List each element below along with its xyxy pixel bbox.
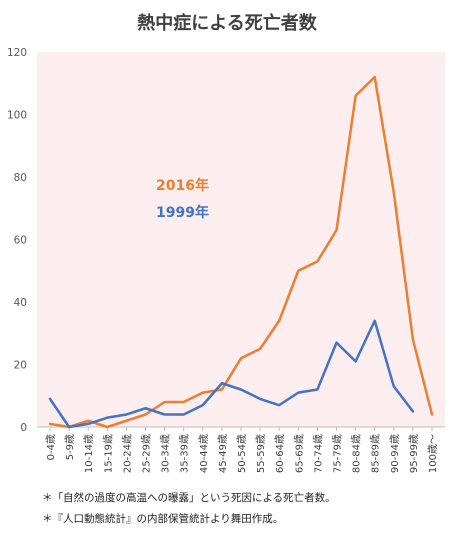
x-tick-label: 5-9歳 [64, 434, 76, 460]
legend-label-0: 2016年 [156, 177, 209, 194]
x-tick-label: 40-44歳 [198, 434, 210, 473]
y-tick-label: 20 [14, 360, 27, 372]
x-tick-label: 15-19歳 [102, 434, 114, 473]
footnote-definition: ＊「自然の過度の高温への曝露」という死因による死亡者数。 [42, 492, 336, 504]
x-tick-label: 45-49歳 [217, 434, 229, 473]
y-tick-label: 100 [7, 110, 27, 122]
x-tick-label: 60-64歳 [274, 434, 286, 473]
x-tick-label: 90-94歳 [389, 434, 401, 473]
legend-label-1: 1999年 [156, 204, 209, 221]
y-tick-label: 80 [14, 172, 27, 184]
line-chart: 熱中症による死亡者数 0 20 40 60 80 100 120 0-4歳 5-9歳 10-14… [7, 12, 445, 473]
legend: 2016年 1999年 [156, 177, 209, 221]
x-tick-label: 20-24歳 [121, 434, 133, 473]
x-tick-label: 10-14歳 [83, 434, 95, 473]
x-tick-label: 85-89歳 [370, 434, 382, 473]
y-tick-label: 120 [7, 47, 27, 59]
x-tick-label: 95-99歳 [408, 434, 420, 473]
y-tick-label: 60 [14, 235, 27, 247]
x-tick-label: 30-34歳 [160, 434, 172, 473]
plot-area [37, 52, 445, 427]
chart-title: 熱中症による死亡者数 [137, 12, 317, 34]
x-tick-label: 0-4歳 [45, 434, 57, 460]
y-tick-label: 40 [14, 297, 27, 309]
series-line-0 [48, 75, 434, 429]
footnotes: ＊「自然の過度の高温への曝露」という死因による死亡者数。 ＊『人口動態統計』の内… [42, 488, 447, 530]
series-lines [48, 75, 434, 429]
x-tick-label: 100歳～ [427, 434, 439, 473]
x-tick-label: 25-29歳 [141, 434, 153, 473]
x-tick-label: 70-74歳 [312, 434, 324, 473]
x-tick-label: 65-69歳 [293, 434, 305, 473]
x-tick-label: 35-39歳 [179, 434, 191, 473]
footnote-source: ＊『人口動態統計』の内部保管統計より舞田作成。 [42, 513, 284, 525]
y-axis: 0 20 40 60 80 100 120 [7, 47, 27, 434]
x-tick-label: 50-54歳 [236, 434, 248, 473]
y-tick-label: 0 [20, 422, 27, 434]
x-tick-label: 80-84歳 [351, 434, 363, 473]
x-axis: 0-4歳 5-9歳 10-14歳 15-19歳 20-24歳 25-29歳 30-34歳 35… [45, 427, 439, 473]
x-tick-label: 55-59歳 [255, 434, 267, 473]
series-line-1 [48, 319, 415, 429]
x-tick-label: 75-79歳 [332, 434, 344, 473]
